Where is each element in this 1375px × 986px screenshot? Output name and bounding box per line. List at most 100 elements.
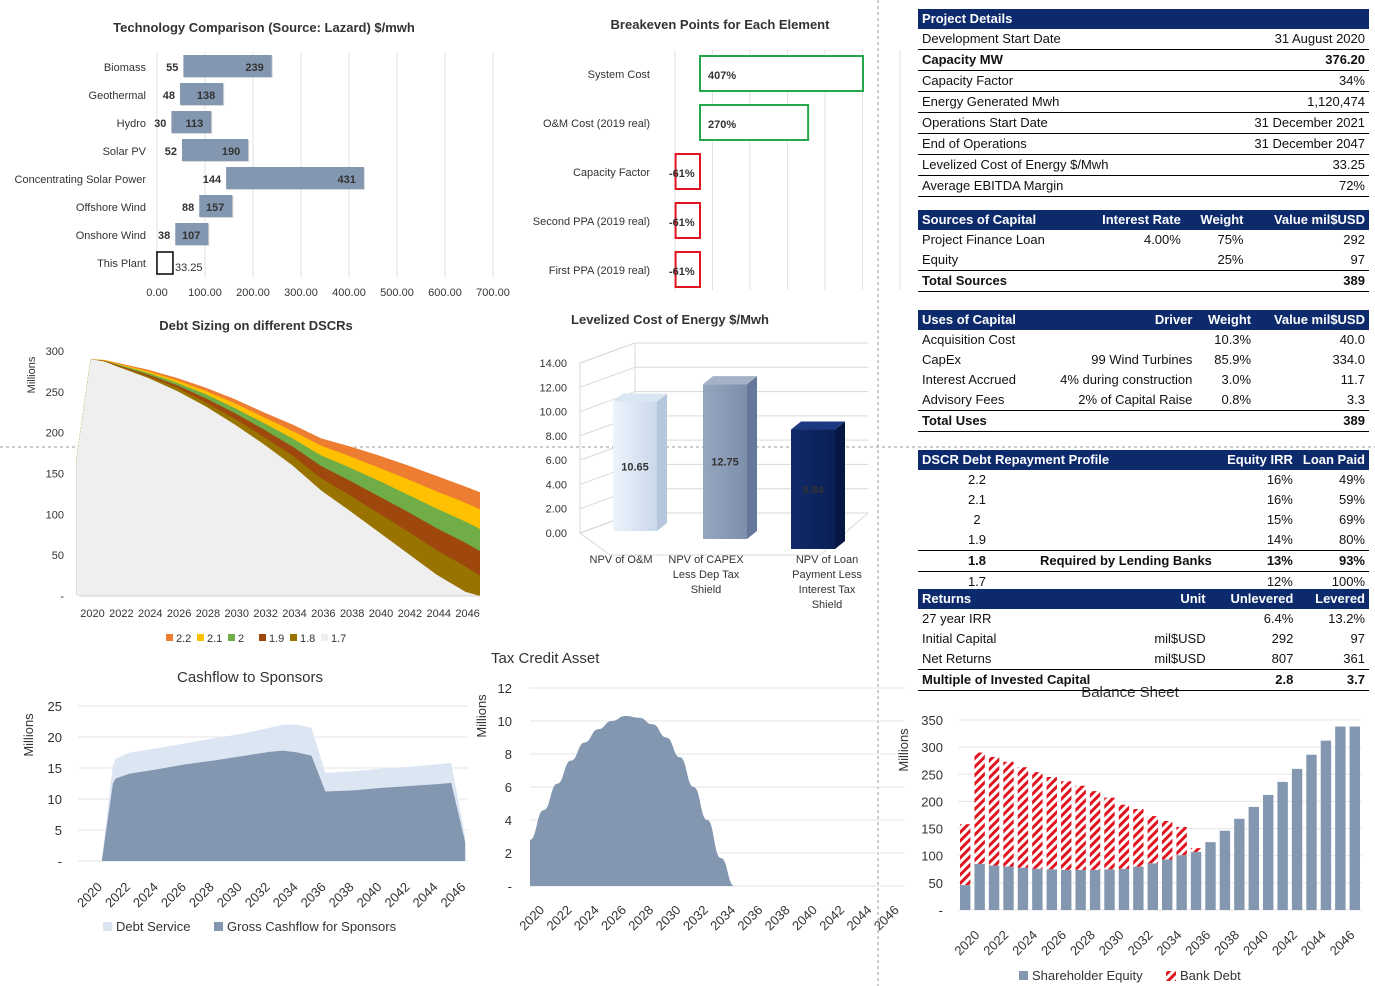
debt-sizing-legend-swatch [321,634,328,641]
technology-x-tick: 0.00 [146,287,167,299]
sources-header-cell: Value mil$USD [1247,210,1369,230]
dscr-loan-paid-cell: 49% [1338,472,1365,487]
breakeven-bar [674,153,701,190]
balance-debt-bar [1118,804,1130,869]
lcoe-gridline [579,391,868,413]
lcoe-bar-side [657,393,667,531]
uses-header-cell: Driver [1035,310,1197,330]
cashflow-y-tick: 5 [55,823,62,838]
balance-y-tick: 100 [921,849,943,864]
debt-sizing-legend-label: 1.8 [300,633,315,645]
uses-cell [1035,330,1196,350]
project-detail-value: 376.20 [1198,49,1369,71]
returns-cell: 6.4% [1263,611,1294,626]
technology-category-label: Offshore Wind [76,202,146,214]
balance-equity-bar [1219,830,1231,910]
balance-y-tick: 150 [921,822,943,837]
balance-debt-bar [988,756,1000,866]
uses-header-cell: Weight [1196,310,1256,330]
cashflow-x-tick: 2044 [410,879,441,910]
uses-cell: 3.3 [1346,392,1365,407]
technology-x-tick: 700.00 [476,287,510,299]
technology-x-tick: 600.00 [428,287,462,299]
balance-equity-bar [1133,866,1144,910]
tax-credit-area [530,716,735,886]
balance-x-tick: 2024 [1009,927,1040,958]
balance-y-tick: - [939,903,943,918]
cashflow-x-tick: 2042 [382,879,413,910]
technology-low-label: 52 [165,146,177,158]
balance-equity-bar [1147,863,1158,910]
balance-x-tick: 2046 [1327,927,1358,958]
returns-cell [1136,609,1209,629]
uses-total-cell [1196,410,1256,432]
balance-equity-bar [1190,851,1202,910]
lcoe-category-label: NPV of CAPEX [668,554,744,566]
cashflow-x-tick: 2028 [186,879,217,910]
uses-cell: CapEx [922,352,962,367]
balance-debt-bar [1003,761,1014,867]
lcoe-bar [791,429,835,549]
sources-header-cell: Sources of Capital [918,210,1079,230]
balance-debt-bar [1190,848,1202,852]
balance-x-tick: 2044 [1298,927,1329,958]
balance-debt-bar [1089,791,1101,870]
breakeven-chart-title: Breakeven Points for Each Element [611,17,831,32]
cashflow-x-tick: 2038 [326,879,357,910]
lcoe-y-tick: 14.00 [539,358,567,370]
uses-cell: 4% during construction [1060,372,1193,387]
balance-y-tick: 250 [921,767,943,782]
sources-of-capital-table: Sources of Capital Interest Rate Weight Val… [918,210,1369,292]
dscr-ratio-cell: 1.7 [967,574,987,589]
project-detail-label: Development Start Date [918,29,1199,50]
debt-sizing-x-tick: 2020 [80,608,104,620]
balance-equity-bar [1263,794,1274,910]
debt-sizing-y-axis-label: Millions [26,356,38,393]
technology-bar [226,167,364,189]
uses-cell: Interest Accrued [922,372,1016,387]
balance-equity-bar [1335,726,1346,910]
sources-total-cell [1078,270,1185,292]
balance-debt-bar [960,824,971,886]
debt-sizing-area-1-7 [76,359,480,596]
tax-credit-x-tick: 2038 [762,902,793,933]
debt-sizing-legend-label: 1.9 [269,633,284,645]
debt-sizing-legend-label: 1.7 [331,633,346,645]
balance-equity-bar [974,863,985,910]
balance-legend-swatch [1166,971,1176,981]
balance-y-tick: 50 [929,876,943,891]
dscr-repayment-table: DSCR Debt Repayment Profile Equity IRR Loa… [918,450,1369,592]
dscr-irr-cell: 12% [1266,574,1293,589]
cashflow-legend-swatch [103,922,112,931]
returns-cell: mil$USD [1154,651,1206,666]
dscr-note-cell [1036,510,1221,530]
returns-cell: 292 [1271,631,1294,646]
debt-sizing-y-tick: 100 [46,509,64,521]
project-detail-value: 72% [1198,175,1369,197]
sources-cell: 97 [1350,252,1365,267]
balance-debt-bar [1032,772,1043,869]
balance-debt-bar [1046,777,1057,870]
uses-cell: 10.3% [1214,332,1252,347]
lcoe-y-tick: 4.00 [546,479,567,491]
lcoe-category-label: NPV of Loan [796,554,858,566]
project-detail-label: End of Operations [918,133,1199,155]
debt-sizing-y-tick: - [60,591,64,603]
debt-sizing-y-tick: 250 [46,387,64,399]
technology-plant-marker [156,251,174,275]
technology-low-label: 48 [163,90,175,102]
balance-equity-bar [1234,818,1245,910]
debt-sizing-legend-swatch [228,634,235,641]
uses-total-cell [1035,410,1197,432]
breakeven-category-label: First PPA (2019 real) [549,265,650,277]
balance-legend-label: Shareholder Equity [1032,968,1143,983]
sources-total-cell: 389 [1247,270,1369,292]
breakeven-category-label: O&M Cost (2019 real) [543,118,650,130]
technology-high-label: 239 [245,62,263,74]
uses-total-cell: Total Uses [918,410,1036,432]
balance-y-tick: 350 [921,713,943,728]
tax-credit-y-axis-label: Millions [474,694,489,738]
dscr-loan-paid-cell: 69% [1338,512,1365,527]
dscr-ratio-cell: 2.1 [967,492,987,507]
debt-sizing-y-tick: 200 [46,428,64,440]
